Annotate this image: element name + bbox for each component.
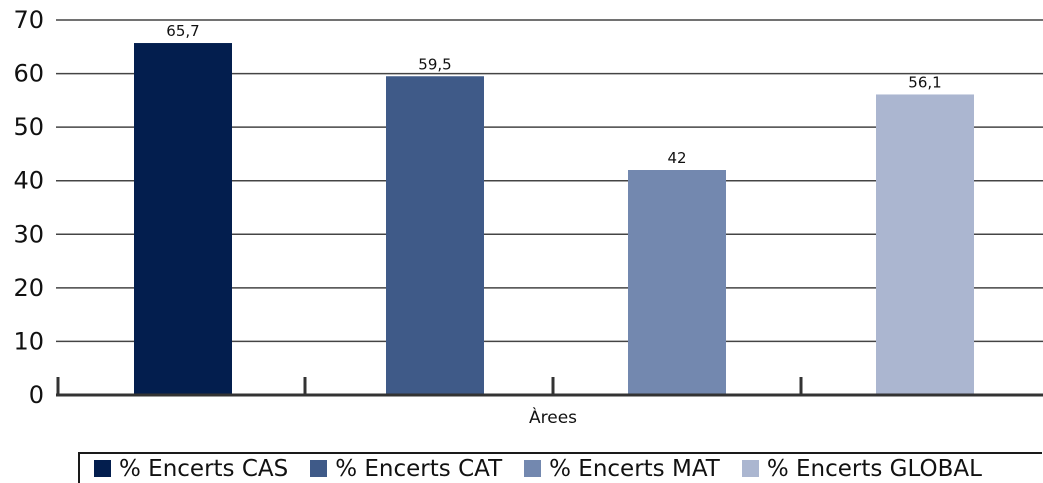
legend-item: % Encerts CAT xyxy=(310,456,502,482)
bar xyxy=(386,76,484,395)
legend-item: % Encerts CAS xyxy=(94,456,288,482)
y-tick-label: 20 xyxy=(13,274,44,302)
legend-swatch xyxy=(94,460,111,477)
legend: % Encerts CAS % Encerts CAT % Encerts MAT%… xyxy=(78,452,1042,483)
legend-swatch xyxy=(741,460,759,477)
bars xyxy=(134,43,974,396)
bar-chart: 0 10 20 30 40 50 60 70 65,7 59,5 42 56,1 Àrees xyxy=(13,6,1043,428)
y-tick-label: 60 xyxy=(13,60,44,88)
legend-label: % Encerts CAS xyxy=(119,455,289,482)
y-tick-label: 10 xyxy=(13,327,44,355)
legend-label: % Encerts GLOBAL xyxy=(766,455,982,482)
data-label: 65,7 xyxy=(166,22,199,40)
bar xyxy=(876,94,974,395)
y-axis-ticks: 0 10 20 30 40 50 60 70 xyxy=(13,6,44,409)
bar xyxy=(628,170,726,395)
legend-swatch xyxy=(310,460,328,477)
legend-label: % Encerts MAT xyxy=(549,455,720,482)
y-tick-label: 70 xyxy=(13,6,44,34)
y-tick-label: 50 xyxy=(13,113,44,141)
legend-label: % Encerts CAT xyxy=(335,455,503,482)
y-tick-label: 0 xyxy=(29,381,44,409)
legend-item: % Encerts MAT xyxy=(524,456,720,482)
x-axis-title: Àrees xyxy=(529,406,577,428)
bar xyxy=(134,43,232,396)
data-label: 59,5 xyxy=(418,55,451,73)
data-labels: 65,7 59,5 42 56,1 xyxy=(166,22,941,167)
data-label: 42 xyxy=(667,149,686,167)
legend-item: % Encerts GLOBAL xyxy=(741,455,982,482)
data-label: 56,1 xyxy=(908,73,941,91)
y-tick-label: 40 xyxy=(13,167,44,195)
legend-swatch xyxy=(524,460,542,477)
x-axis-tick-marks xyxy=(56,377,803,395)
y-tick-label: 30 xyxy=(13,220,44,248)
